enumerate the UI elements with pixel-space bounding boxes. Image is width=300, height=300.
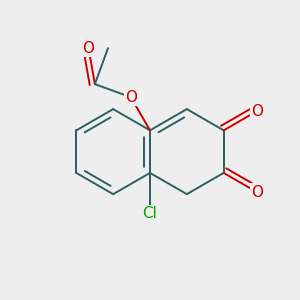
Text: O: O [82, 41, 94, 56]
Text: O: O [251, 104, 263, 119]
Text: O: O [251, 184, 263, 200]
Text: O: O [125, 90, 137, 105]
Text: Cl: Cl [142, 206, 158, 221]
